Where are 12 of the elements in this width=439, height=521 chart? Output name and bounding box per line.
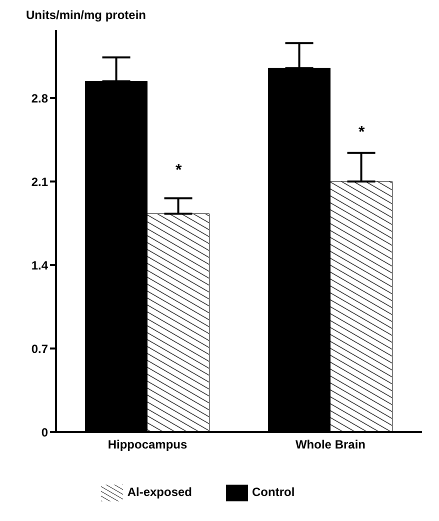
y-tick-label: 1.4 bbox=[31, 258, 48, 272]
y-tick-label: 2.1 bbox=[31, 174, 48, 189]
x-tick-label: Whole Brain bbox=[295, 438, 366, 452]
y-tick-label: 0.7 bbox=[31, 342, 48, 356]
y-tick-label: 2.8 bbox=[31, 91, 48, 106]
y-axis-title: Units/min/mg protein bbox=[26, 8, 147, 22]
annotation: * bbox=[175, 162, 182, 180]
y-tick-label: 0 bbox=[41, 425, 48, 440]
annotation: * bbox=[358, 124, 366, 142]
legend-label: Control bbox=[252, 485, 295, 500]
x-tick-label: Hippocampus bbox=[108, 438, 188, 452]
legend-label: Al-exposed bbox=[127, 485, 192, 500]
